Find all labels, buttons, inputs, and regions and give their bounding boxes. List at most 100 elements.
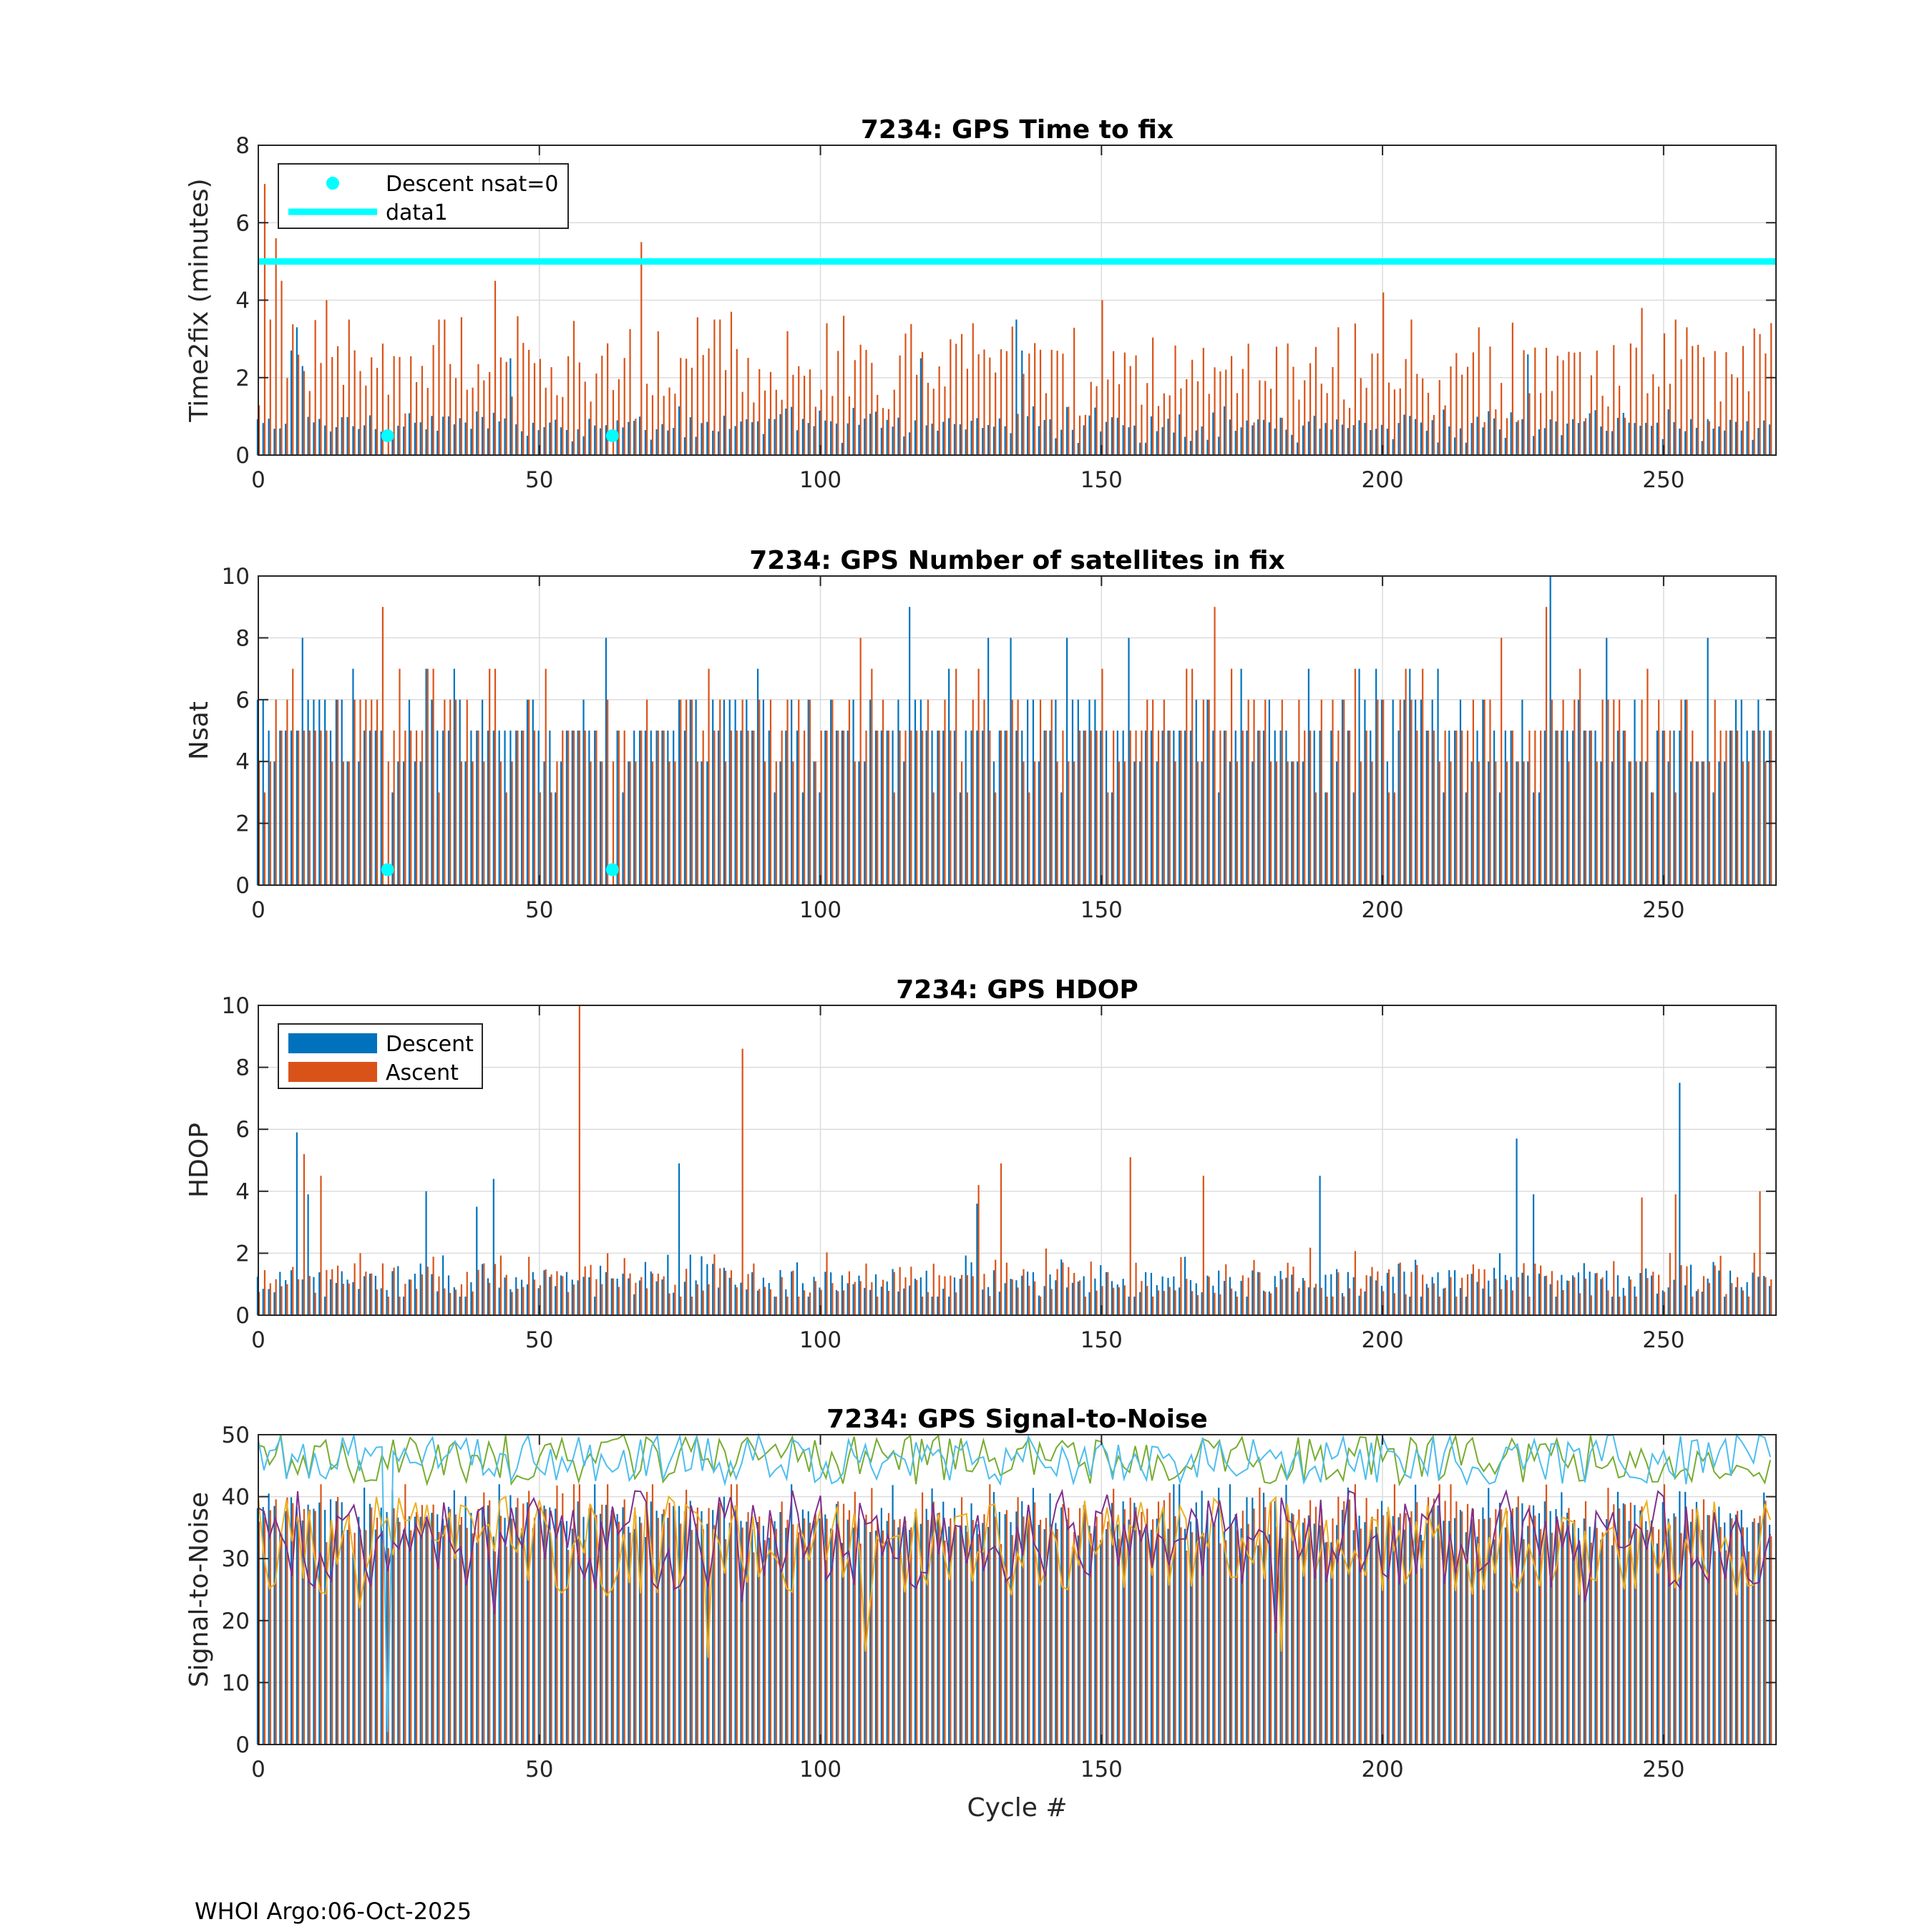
bar-descent	[346, 416, 348, 455]
bar-descent	[1695, 1291, 1698, 1315]
bar-descent	[1470, 761, 1473, 885]
bar-descent	[1195, 430, 1197, 455]
bar-ascent	[1669, 1525, 1671, 1745]
bar-descent	[1206, 1510, 1209, 1745]
bar-ascent	[1697, 1289, 1699, 1315]
bar-ascent	[314, 1511, 316, 1745]
bar-ascent	[1129, 366, 1131, 455]
bar-ascent	[1208, 1539, 1210, 1745]
bar-ascent	[663, 1276, 665, 1315]
bar-descent	[1010, 638, 1012, 885]
bar-ascent	[1107, 1272, 1109, 1315]
bar-ascent	[865, 1263, 867, 1315]
bar-descent	[1718, 1506, 1720, 1745]
bar-ascent	[938, 731, 940, 885]
bar-ascent	[494, 1264, 497, 1315]
bar-descent	[874, 1274, 877, 1315]
bar-descent	[1757, 699, 1760, 885]
bar-ascent	[1157, 406, 1160, 455]
bar-ascent	[1747, 391, 1750, 455]
bar-descent	[1555, 731, 1557, 885]
bar-descent	[1370, 731, 1372, 885]
bar-ascent	[651, 1273, 654, 1315]
bar-ascent	[719, 699, 721, 885]
bar-descent	[774, 1297, 776, 1315]
bar-descent	[1015, 319, 1018, 455]
bar-descent	[1425, 1284, 1428, 1315]
bar-ascent	[696, 761, 698, 885]
bar-descent	[801, 792, 804, 885]
bar-descent	[509, 358, 512, 455]
bar-descent	[1415, 1484, 1417, 1745]
bar-descent	[1707, 638, 1709, 885]
bar-descent	[1341, 699, 1344, 885]
bar-ascent	[404, 413, 406, 455]
bar-descent	[897, 1291, 899, 1315]
bar-descent	[571, 731, 573, 885]
legend-label: Descent nsat=0	[386, 172, 558, 197]
bar-ascent	[1405, 668, 1407, 885]
bar-descent	[1088, 415, 1091, 455]
bar-ascent	[1068, 406, 1070, 455]
bar-descent	[1071, 699, 1074, 885]
bar-ascent	[584, 1539, 586, 1745]
bar-ascent	[1686, 1513, 1688, 1745]
bar-descent	[931, 1488, 933, 1745]
bar-ascent	[1163, 1291, 1165, 1315]
bar-ascent	[1765, 1501, 1767, 1745]
bar-ascent	[977, 1533, 980, 1745]
x-tick-label: 250	[1642, 1757, 1684, 1782]
bar-ascent	[932, 1501, 935, 1745]
bar-ascent	[556, 761, 558, 885]
bar-ascent	[882, 1530, 884, 1745]
bar-ascent	[1039, 699, 1042, 885]
bar-descent	[537, 731, 540, 885]
bar-descent	[970, 731, 972, 885]
bar-ascent	[1320, 1509, 1322, 1745]
bar-ascent	[1719, 401, 1722, 455]
bar-descent	[1470, 1518, 1473, 1745]
bar-descent	[369, 731, 371, 885]
bar-descent	[358, 1516, 360, 1745]
bar-descent	[588, 731, 590, 885]
bar-descent	[571, 1279, 573, 1315]
bar-ascent	[1062, 1503, 1064, 1745]
bar-descent	[374, 1275, 376, 1315]
bar-descent	[1100, 1540, 1102, 1745]
bar-ascent	[1141, 1281, 1143, 1315]
bar-descent	[1498, 1253, 1501, 1315]
bar-descent	[369, 415, 371, 455]
bar-descent	[1094, 1278, 1096, 1315]
bar-descent	[717, 1506, 720, 1745]
bar-descent	[391, 1271, 394, 1315]
bar-ascent	[1247, 343, 1249, 455]
bar-descent	[1347, 428, 1349, 455]
bar-descent	[1746, 1282, 1748, 1315]
bar-ascent	[460, 1284, 462, 1315]
bar-descent	[1521, 419, 1523, 455]
bar-ascent	[387, 1297, 389, 1315]
bar-descent	[909, 1285, 911, 1315]
bar-descent	[1504, 731, 1506, 885]
bar-descent	[1380, 1285, 1383, 1315]
bar-ascent	[1084, 731, 1086, 885]
bar-descent	[830, 1528, 832, 1745]
bar-ascent	[781, 1277, 783, 1315]
bar-ascent	[263, 1270, 266, 1315]
bar-descent	[774, 419, 776, 455]
bar-ascent	[438, 792, 440, 885]
bar-descent	[1650, 426, 1653, 455]
bar-descent	[515, 1507, 517, 1745]
bar-descent	[638, 1516, 641, 1745]
bar-descent	[1038, 1525, 1040, 1745]
bar-descent	[459, 699, 461, 885]
bar-descent	[1656, 731, 1659, 885]
bar-ascent	[1135, 1507, 1137, 1745]
y-tick-label: 4	[235, 1179, 250, 1205]
bar-ascent	[674, 394, 676, 455]
bar-ascent	[1737, 377, 1739, 455]
bar-ascent	[432, 668, 434, 885]
bar-descent	[1724, 1297, 1726, 1315]
y-tick-label: 2	[235, 366, 250, 391]
